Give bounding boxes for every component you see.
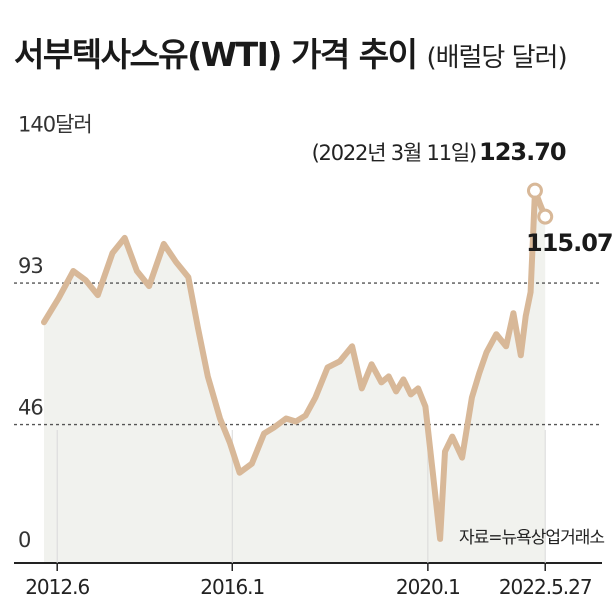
data-point-48 — [523, 313, 529, 319]
annotation-last-value: 115.07 — [526, 229, 613, 257]
data-point-40 — [459, 455, 465, 461]
data-point-2 — [70, 268, 76, 274]
data-point-42 — [476, 370, 482, 376]
annotation-peak-value: 123.70 — [479, 138, 566, 166]
data-point-10 — [173, 259, 179, 265]
data-point-32 — [400, 376, 406, 382]
x-tick-label-3: 2022.5.27 — [499, 575, 592, 599]
data-point-33 — [408, 391, 414, 397]
y-tick-label-46: 46 — [18, 396, 43, 420]
marker-0 — [526, 182, 543, 199]
data-point-35 — [422, 403, 428, 410]
data-point-24 — [325, 364, 331, 370]
data-point-11 — [185, 274, 191, 280]
data-point-30 — [386, 373, 392, 379]
data-point-43 — [483, 349, 490, 355]
data-point-5 — [109, 250, 116, 256]
title-text: 서부텍사스유(WTI) 가격 추이 — [14, 35, 418, 74]
data-point-18 — [261, 431, 267, 437]
data-point-34 — [415, 385, 421, 391]
area-fill — [44, 190, 546, 563]
data-point-14 — [217, 415, 223, 422]
data-point-41 — [469, 394, 475, 401]
data-point-0 — [41, 319, 47, 325]
data-point-28 — [369, 361, 375, 367]
data-point-38 — [442, 449, 448, 455]
unit-text: (배럴당 달러) — [426, 43, 567, 73]
data-point-1 — [56, 295, 62, 301]
data-point-17 — [249, 461, 255, 467]
data-point-25 — [337, 358, 343, 364]
data-point-22 — [303, 412, 309, 419]
data-point-16 — [237, 470, 243, 476]
y-tick-label-140: 140달러 — [18, 113, 92, 137]
data-point-6 — [122, 235, 128, 241]
data-point-36 — [430, 470, 436, 476]
data-point-26 — [349, 343, 355, 349]
data-point-37 — [437, 536, 443, 542]
data-point-12 — [195, 325, 201, 331]
marker-1 — [537, 208, 554, 225]
data-point-21 — [293, 418, 299, 425]
data-point-51 — [537, 202, 543, 208]
data-point-4 — [95, 292, 101, 298]
x-tick-label-2: 2020.1 — [396, 575, 460, 599]
data-point-29 — [378, 379, 384, 385]
data-point-47 — [518, 352, 524, 358]
x-tick-label-1: 2016.1 — [200, 575, 264, 599]
data-point-9 — [161, 241, 167, 247]
data-point-15 — [227, 440, 233, 446]
data-point-44 — [493, 331, 499, 337]
data-point-20 — [283, 415, 289, 422]
data-point-13 — [205, 373, 211, 379]
data-point-49 — [528, 289, 534, 295]
data-point-19 — [271, 425, 277, 431]
y-tick-label-0: 0 — [18, 528, 30, 552]
data-point-3 — [83, 277, 89, 283]
source-note: 자료=뉴욕상업거래소 — [459, 528, 604, 548]
y-tick-label-93: 93 — [18, 254, 43, 278]
data-point-39 — [449, 434, 455, 440]
annotation-date: (2022년 3월 11일) — [312, 141, 476, 165]
data-point-7 — [134, 268, 140, 274]
chart-title: 서부텍사스유(WTI) 가격 추이 (배럴당 달러) — [14, 28, 568, 76]
data-point-46 — [510, 310, 516, 316]
data-point-45 — [503, 343, 509, 349]
data-point-8 — [146, 283, 152, 289]
data-point-31 — [393, 388, 399, 394]
x-tick-label-0: 2012.6 — [25, 575, 89, 599]
data-point-27 — [359, 385, 365, 391]
data-point-23 — [312, 394, 318, 401]
